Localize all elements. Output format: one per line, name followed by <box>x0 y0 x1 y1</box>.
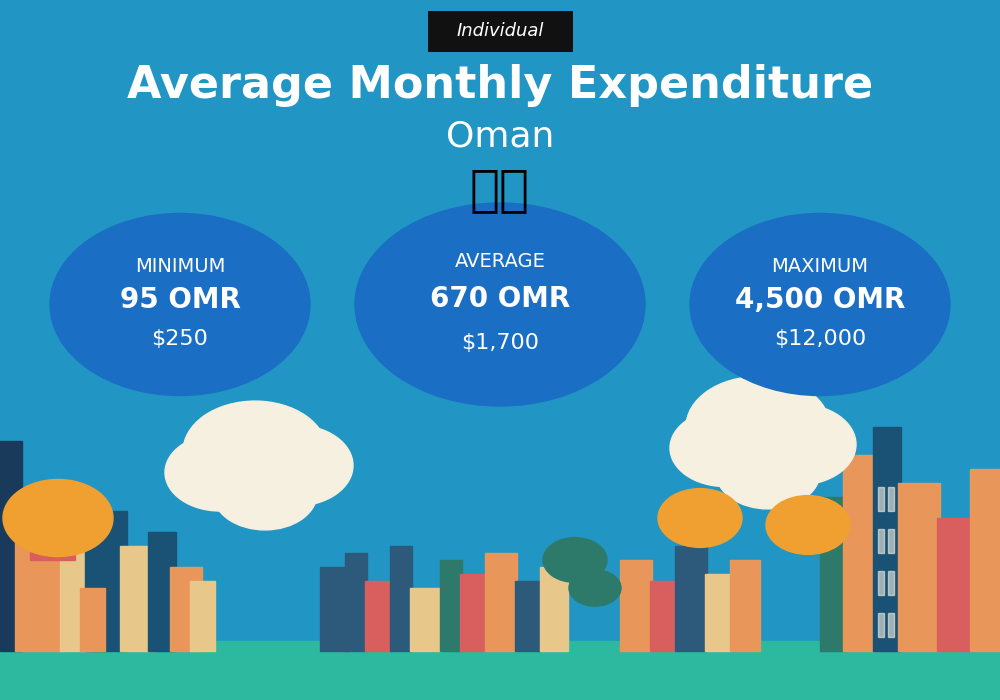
Bar <box>170 567 202 651</box>
Circle shape <box>716 436 820 509</box>
Circle shape <box>3 480 113 556</box>
Bar <box>365 581 393 651</box>
Bar <box>650 581 676 651</box>
Bar <box>878 486 884 511</box>
Circle shape <box>213 457 317 530</box>
Bar <box>190 581 215 651</box>
Bar <box>873 427 901 651</box>
Circle shape <box>690 214 950 396</box>
Bar <box>120 546 155 651</box>
Bar <box>148 532 176 651</box>
Bar <box>515 581 540 651</box>
Bar <box>80 588 105 651</box>
Circle shape <box>658 489 742 547</box>
Text: Oman: Oman <box>446 120 554 153</box>
Bar <box>675 546 707 651</box>
Text: 95 OMR: 95 OMR <box>120 286 240 314</box>
Circle shape <box>543 538 607 582</box>
Text: Individual: Individual <box>456 22 544 41</box>
Circle shape <box>686 377 830 477</box>
Text: 4,500 OMR: 4,500 OMR <box>735 286 905 314</box>
Circle shape <box>670 410 780 486</box>
Bar <box>730 560 760 651</box>
Circle shape <box>237 425 353 506</box>
Text: MAXIMUM: MAXIMUM <box>772 257 868 276</box>
Text: $1,700: $1,700 <box>461 333 539 353</box>
Circle shape <box>766 496 850 554</box>
Bar <box>540 567 568 651</box>
Text: AVERAGE: AVERAGE <box>455 253 545 272</box>
Circle shape <box>183 401 327 502</box>
Bar <box>937 518 973 651</box>
Bar <box>410 588 442 651</box>
Bar <box>60 546 90 651</box>
Bar <box>0 640 1000 700</box>
Bar <box>843 455 876 651</box>
Text: $12,000: $12,000 <box>774 329 866 349</box>
Bar <box>705 574 731 651</box>
Bar <box>888 528 894 553</box>
Bar <box>485 553 517 651</box>
Circle shape <box>50 214 310 396</box>
Bar <box>460 574 488 651</box>
Bar <box>878 612 884 637</box>
Bar <box>820 497 846 651</box>
Bar <box>888 486 894 511</box>
Text: MINIMUM: MINIMUM <box>135 257 225 276</box>
Text: 670 OMR: 670 OMR <box>430 286 570 314</box>
Bar <box>898 483 940 651</box>
Bar <box>878 528 884 553</box>
Circle shape <box>165 434 275 511</box>
Bar <box>390 546 412 651</box>
Bar <box>970 469 1000 651</box>
Text: Average Monthly Expenditure: Average Monthly Expenditure <box>127 64 873 107</box>
Circle shape <box>355 203 645 406</box>
Bar <box>878 570 884 595</box>
Text: 🇴🇲: 🇴🇲 <box>470 167 530 214</box>
Bar <box>888 570 894 595</box>
Bar <box>320 567 348 651</box>
Bar <box>85 511 127 651</box>
Bar <box>888 612 894 637</box>
Bar <box>620 560 652 651</box>
Bar <box>15 518 65 651</box>
FancyBboxPatch shape <box>428 11 572 52</box>
Text: $250: $250 <box>152 329 208 349</box>
Bar <box>30 514 75 560</box>
Circle shape <box>740 404 856 485</box>
Bar <box>345 553 367 651</box>
Bar <box>0 441 22 651</box>
Circle shape <box>569 570 621 606</box>
Bar <box>440 560 462 651</box>
